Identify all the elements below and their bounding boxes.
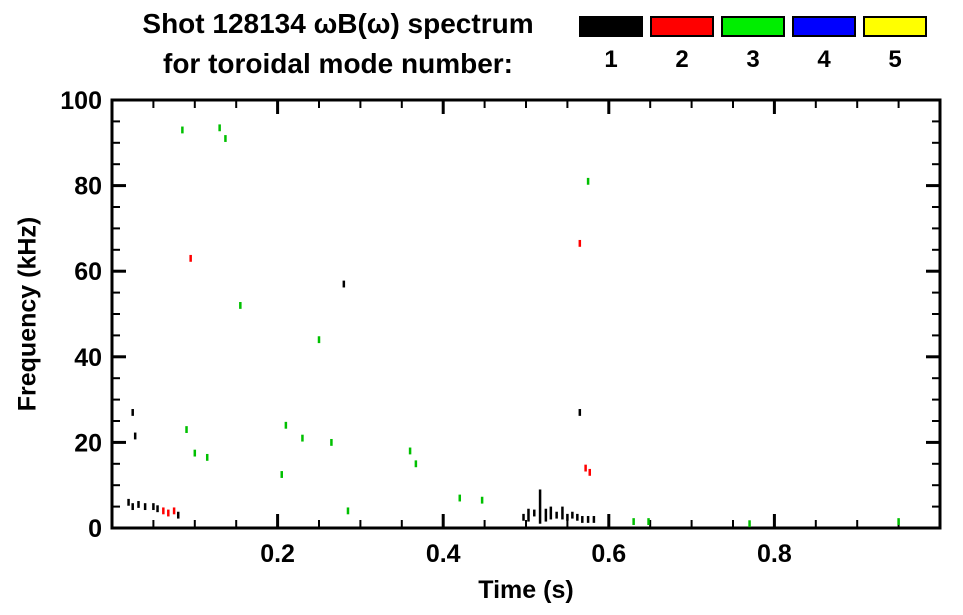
legend-entry-5: 5 [863, 16, 927, 72]
data-mark-n=3 [458, 494, 462, 502]
data-mark-n=3 [218, 124, 221, 132]
data-mark-n=2 [578, 239, 582, 247]
legend-entry-1: 1 [579, 16, 643, 72]
chart-title-line2: for toroidal mode number: [163, 48, 513, 79]
data-mark-n=3 [239, 302, 242, 309]
data-mark-n=3 [181, 126, 184, 134]
x-tick-label: 0.2 [260, 540, 295, 568]
data-mark-n=3 [205, 453, 209, 461]
legend-entry-3: 3 [721, 16, 785, 72]
data-mark-n=1 [586, 516, 590, 523]
data-mark-n=3 [185, 426, 188, 433]
data-mark-n=3 [330, 438, 333, 446]
y-tick-label: 60 [74, 258, 102, 286]
legend-label-1: 1 [604, 46, 618, 73]
legend-label-3: 3 [746, 46, 760, 73]
data-mark-n=1 [137, 501, 140, 508]
y-tick-label: 40 [74, 344, 102, 372]
data-mark-n=1 [342, 280, 346, 288]
data-mark-n=1 [156, 505, 159, 513]
data-mark-n=1 [533, 509, 536, 517]
data-mark-n=2 [189, 254, 192, 262]
legend-label-4: 4 [817, 46, 831, 73]
data-mark-n=1 [152, 503, 155, 511]
y-tick-label: 100 [60, 87, 102, 115]
x-tick-label: 0.4 [426, 540, 461, 568]
legend-entry-4: 4 [792, 16, 856, 72]
data-mark-n=3 [408, 447, 412, 455]
data-mark-n=1 [131, 503, 134, 511]
data-mark-n=1 [176, 511, 180, 519]
data-mark-n=1 [592, 516, 596, 523]
data-mark-n=1 [561, 506, 564, 520]
y-tick-label: 0 [88, 515, 102, 543]
legend-swatch-4 [792, 16, 856, 37]
legend-swatch-2 [650, 16, 714, 37]
data-mark-n=2 [588, 468, 592, 476]
data-mark-n=1 [127, 498, 130, 506]
data-mark-n=2 [584, 464, 587, 472]
x-axis-label: Time (s) [478, 576, 574, 604]
data-mark-n=2 [167, 509, 170, 517]
legend-label-2: 2 [675, 46, 689, 73]
data-mark-n=3 [414, 460, 418, 468]
data-mark-n=3 [284, 421, 288, 429]
data-mark-n=1 [143, 503, 147, 511]
data-mark-n=1 [571, 511, 574, 519]
x-tick-label: 0.6 [591, 540, 626, 568]
legend-swatch-1 [579, 16, 643, 37]
y-tick-label: 20 [74, 429, 102, 457]
data-mark-n=3 [280, 471, 283, 478]
data-mark-n=1 [133, 432, 137, 440]
data-mark-n=1 [549, 506, 553, 520]
data-mark-n=1 [581, 516, 584, 523]
data-mark-n=3 [632, 518, 635, 526]
data-mark-n=1 [544, 508, 548, 522]
data-mark-n=1 [555, 511, 558, 519]
data-mark-n=1 [522, 513, 525, 521]
y-tick-label: 80 [74, 173, 102, 201]
data-mark-n=1 [576, 513, 579, 521]
data-mark-n=3 [647, 518, 650, 526]
data-mark-n=3 [317, 336, 321, 344]
data-mark-n=3 [748, 520, 751, 528]
legend-swatch-5 [863, 16, 927, 37]
data-mark-n=3 [897, 518, 900, 526]
legend-swatch-3 [721, 16, 785, 37]
x-tick-label: 0.8 [757, 540, 792, 568]
data-mark-n=3 [193, 449, 197, 457]
plot-frame [110, 98, 942, 530]
data-mark-n=1 [527, 508, 530, 522]
data-mark-n=3 [301, 434, 304, 442]
data-mark-n=2 [162, 507, 165, 515]
mode-number-legend: 1 2 3 4 5 [579, 16, 927, 72]
data-mark-n=1 [566, 513, 569, 521]
data-mark-n=3 [480, 496, 484, 504]
data-mark-n=3 [346, 507, 350, 515]
data-mark-n=2 [172, 507, 176, 515]
data-mark-n=1 [131, 409, 134, 416]
legend-label-5: 5 [888, 46, 902, 73]
legend-entry-2: 2 [650, 16, 714, 72]
data-mark-n=1 [578, 409, 582, 416]
data-mark-n=1 [538, 489, 542, 524]
data-mark-n=3 [224, 135, 227, 142]
chart-title-line1: Shot 128134 ωB(ω) spectrum [142, 8, 534, 39]
data-mark-n=3 [586, 177, 590, 185]
